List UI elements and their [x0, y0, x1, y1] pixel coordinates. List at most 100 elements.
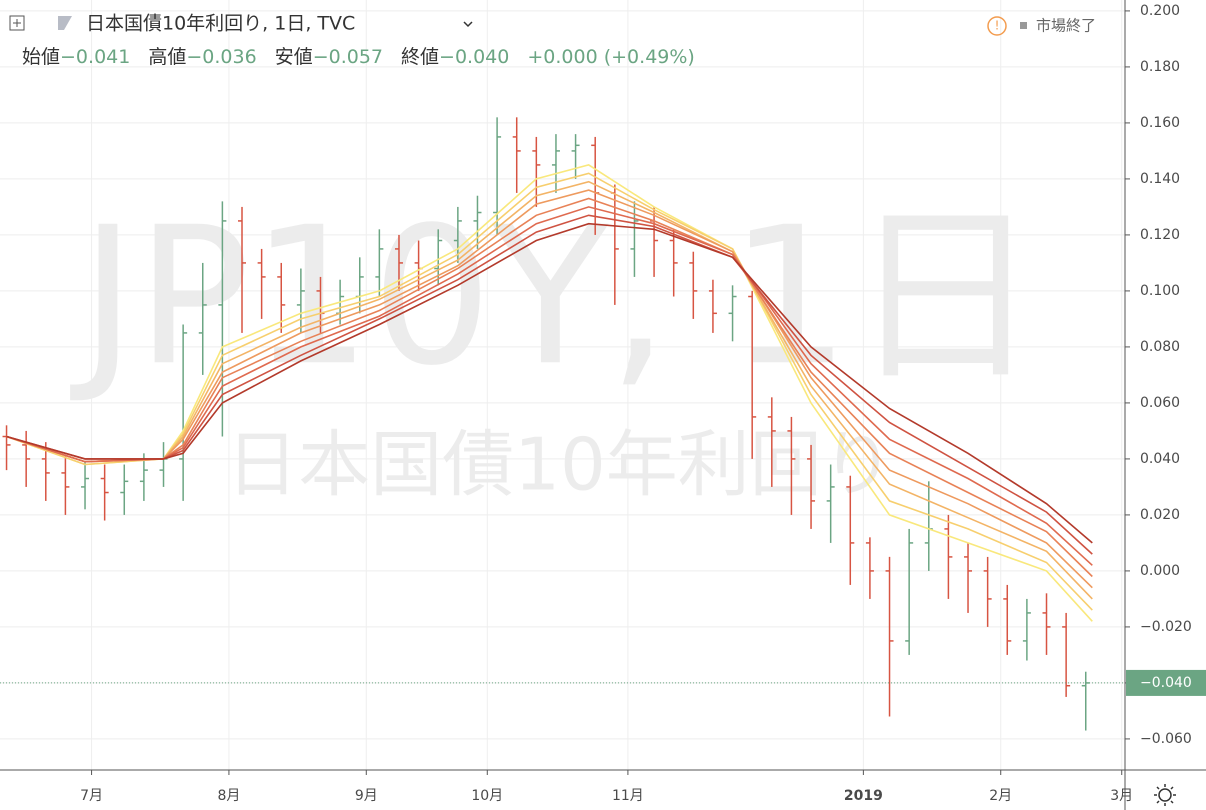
ohlc-bar — [1081, 671, 1090, 731]
moving-average — [6, 222, 1093, 544]
y-tick-label: 0.060 — [1140, 395, 1180, 411]
y-tick-label: 0.200 — [1140, 3, 1180, 19]
alert-mark: ! — [995, 19, 1000, 33]
ohlc-bar — [218, 201, 227, 437]
watermark: JP10Y, 1日 — [70, 186, 1040, 407]
x-tick-label: 2019 — [844, 788, 883, 804]
ohlc-bar — [22, 430, 31, 487]
y-tick-label: 0.100 — [1140, 283, 1180, 299]
moving-average — [6, 172, 1093, 611]
legend-label: 始値 — [22, 46, 60, 68]
ohlc-bar — [924, 481, 933, 571]
ohlc-bar — [375, 229, 384, 297]
legend-value: −0.040 — [439, 46, 509, 68]
moving-average — [6, 197, 1093, 578]
title-chevron[interactable] — [463, 21, 473, 28]
settings-icon-rays — [1154, 784, 1176, 806]
ohlc-bar — [571, 134, 580, 179]
expand-icon-plus — [13, 19, 21, 27]
ohlc-bar — [394, 234, 403, 291]
ohlc-bar — [81, 461, 90, 510]
ohlc-bar — [1062, 612, 1071, 697]
ohlc-bar — [512, 117, 521, 193]
ohlc-bar — [179, 324, 188, 501]
ohlc-bar — [198, 262, 207, 375]
y-tick-label: 0.180 — [1140, 59, 1180, 75]
ohlc-bar — [708, 279, 717, 333]
y-tick-label: 0.000 — [1140, 563, 1180, 579]
ohlc-bar — [826, 464, 835, 543]
ohlc-bar — [807, 444, 816, 529]
ohlc-bar — [767, 397, 776, 487]
ohlc-bar — [61, 456, 70, 515]
moving-average — [6, 206, 1093, 566]
ohlc-bar — [885, 556, 894, 717]
title: 日本国債10年利回り, 1日, TVC — [86, 13, 355, 35]
ohlc-bar — [846, 475, 855, 585]
ohlc-bar — [865, 537, 874, 599]
x-tick-label: 3月 — [1110, 788, 1133, 804]
moving-average — [6, 164, 1093, 622]
legend-label: 終値 — [401, 46, 439, 68]
ohlc-bar — [944, 514, 953, 599]
y-tick-label: −0.060 — [1140, 731, 1192, 747]
alert-icon[interactable] — [987, 16, 1007, 36]
moving-average — [6, 180, 1093, 600]
ohlc-bar — [296, 268, 305, 333]
ohlc-bar — [120, 464, 129, 515]
x-tick-label: 7月 — [80, 788, 103, 804]
ohlc-bar — [2, 425, 11, 471]
x-tick-label: 8月 — [217, 788, 240, 804]
ohlc-bar — [728, 285, 737, 342]
legend-value: −0.036 — [186, 46, 256, 68]
y-tick-label: 0.140 — [1140, 171, 1180, 187]
moving-average — [6, 214, 1093, 555]
ohlc-bar — [905, 528, 914, 655]
status-dot — [1020, 22, 1027, 29]
ohlc-bar — [493, 117, 502, 235]
y-tick-label: 0.160 — [1140, 115, 1180, 131]
ohlc-bar — [100, 464, 109, 521]
y-tick-label: 0.020 — [1140, 507, 1180, 523]
y-tick-label: 0.080 — [1140, 339, 1180, 355]
ohlc-bar — [983, 556, 992, 627]
grid — [0, 0, 1125, 770]
x-tick-label: 2月 — [989, 788, 1012, 804]
last-price-box — [1126, 669, 1206, 696]
y-tick-label: 0.120 — [1140, 227, 1180, 243]
ohlc-bar — [669, 229, 678, 297]
x-tick-label: 11月 — [612, 788, 644, 804]
moving-average — [6, 189, 1093, 589]
legend-label: 高値 — [148, 46, 186, 68]
plot — [2, 117, 1093, 731]
legend-label: 安値 — [275, 46, 313, 68]
status: 市場終了 — [1036, 17, 1096, 35]
x-tick-label: 9月 — [355, 788, 378, 804]
ohlc-bar — [1042, 593, 1051, 655]
ohlc-bar — [787, 416, 796, 515]
ohlc-bar — [689, 251, 698, 319]
last-price-label: −0.040 — [1140, 675, 1192, 691]
ohlc-legend: 始値−0.041 高値−0.036 安値−0.057 終値−0.040 +0.000 (… — [22, 46, 695, 68]
ohlc-bar — [1022, 598, 1031, 661]
ohlc-bar — [257, 248, 266, 319]
legend-value: −0.041 — [60, 46, 130, 68]
settings-icon[interactable] — [1158, 788, 1172, 802]
legend-value: −0.057 — [313, 46, 383, 68]
y-tick-label: 0.040 — [1140, 451, 1180, 467]
ohlc-bar — [473, 195, 482, 249]
ohlc-bar — [551, 134, 560, 193]
expand-icon[interactable] — [9, 15, 25, 31]
ohlc-bar — [139, 453, 148, 501]
ohlc-bar — [159, 442, 168, 487]
x-tick-label: 10月 — [471, 788, 503, 804]
ohlc-bar — [238, 206, 247, 333]
ohlc-bar — [41, 442, 50, 501]
ohlc-bar — [1003, 584, 1012, 655]
legend-change: +0.000 (+0.49%) — [527, 46, 694, 68]
ohlc-bar — [964, 542, 973, 613]
ohlc-bar — [748, 290, 757, 459]
y-tick-label: −0.020 — [1140, 619, 1192, 635]
flag-icon — [58, 16, 72, 30]
